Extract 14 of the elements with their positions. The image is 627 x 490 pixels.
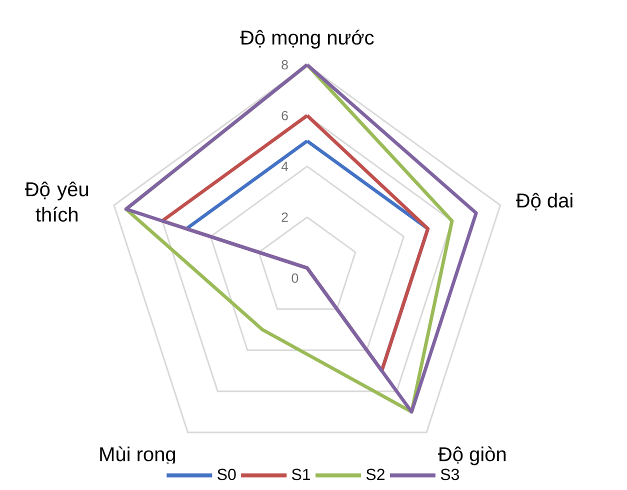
y-tick-label: 4 <box>281 162 288 171</box>
legend-label: S1 <box>292 468 310 480</box>
spoke-label: Độ dai <box>516 192 572 210</box>
legend-label: S3 <box>440 468 459 480</box>
spoke-label: Độ giòn <box>438 446 506 466</box>
legend-label: S0 <box>218 468 236 480</box>
y-tick-label: 2 <box>282 212 288 222</box>
y-tick-label: 6 <box>282 110 288 120</box>
y-tick-label: 0 <box>292 273 298 283</box>
spoke-label: Độ yêu thích <box>25 182 88 222</box>
spoke-label: Mùi rong <box>100 446 176 466</box>
legend-label: S2 <box>366 468 384 480</box>
spoke-label: Độ mọng nước <box>240 30 374 49</box>
y-tick-label: 8 <box>282 60 288 70</box>
